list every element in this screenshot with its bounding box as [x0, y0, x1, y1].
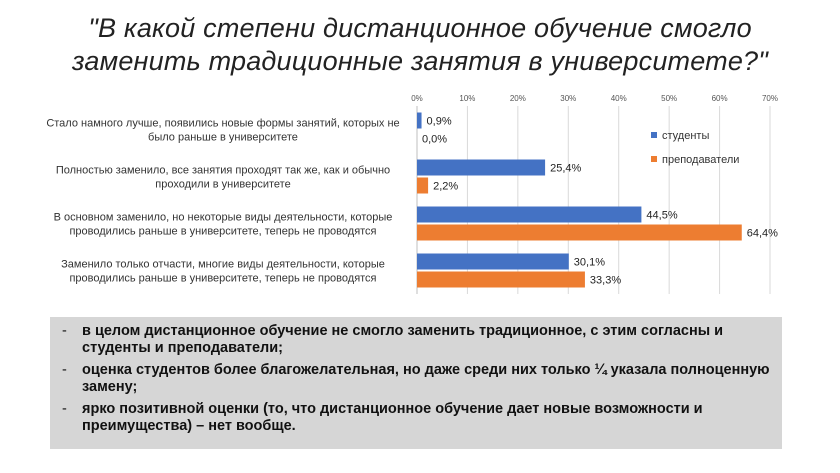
slide-title: "В какой степени дистанционное обучение … — [71, 13, 769, 76]
x-tick-label: 10% — [459, 94, 475, 103]
legend-swatch — [651, 156, 657, 162]
x-tick-label: 70% — [762, 94, 778, 103]
conclusion-item-2: - оценка студентов более благожелательная… — [62, 362, 770, 395]
x-tick-label: 60% — [712, 94, 728, 103]
bar-teachers — [417, 224, 742, 241]
data-label: 33,3% — [590, 275, 621, 287]
data-label: 2,2% — [433, 181, 458, 193]
bullet-dash: - — [62, 362, 67, 378]
bar-students — [417, 253, 569, 270]
bar-chart: 0% 10% 20% 30% 40% 50% 60% 70% Стало намного луч… — [46, 94, 778, 294]
data-label: 44,5% — [646, 210, 677, 222]
legend-swatch — [651, 132, 657, 138]
conclusion-item-3: - ярко позитивной оценки (то, что дистанц… — [62, 401, 703, 434]
bar-teachers — [417, 271, 585, 288]
bar-students — [417, 159, 546, 176]
x-tick-label: 50% — [661, 94, 677, 103]
data-label: 30,1% — [574, 257, 605, 269]
data-label: 0,9% — [427, 116, 452, 128]
legend-label: преподаватели — [662, 154, 739, 166]
category-label: Полностью заменило, все занятия проходят… — [56, 165, 390, 191]
conclusions-box: -в целом дистанционное обучение не смогл… — [50, 317, 782, 449]
x-tick-label: 40% — [611, 94, 627, 103]
x-tick-label: 0% — [411, 94, 423, 103]
bar-students — [417, 206, 642, 223]
conclusion-item-1: -в целом дистанционное обучение не смогл… — [62, 323, 724, 356]
bar-students — [417, 112, 422, 129]
category-label: Стало намного лучше, появились новые фор… — [46, 118, 399, 144]
bullet-dash: - — [62, 323, 67, 339]
x-tick-label: 30% — [560, 94, 576, 103]
bullet-dash: - — [62, 401, 67, 417]
category-label: Заменило только отчасти, многие виды дея… — [61, 259, 385, 285]
x-tick-label: 20% — [510, 94, 526, 103]
data-label: 64,4% — [747, 228, 778, 240]
data-label: 25,4% — [550, 163, 581, 175]
bar-teachers — [417, 177, 429, 194]
legend-label: студенты — [662, 130, 709, 142]
category-label: В основном заменило, но некоторые виды д… — [54, 212, 393, 238]
data-label: 0,0% — [422, 134, 447, 146]
